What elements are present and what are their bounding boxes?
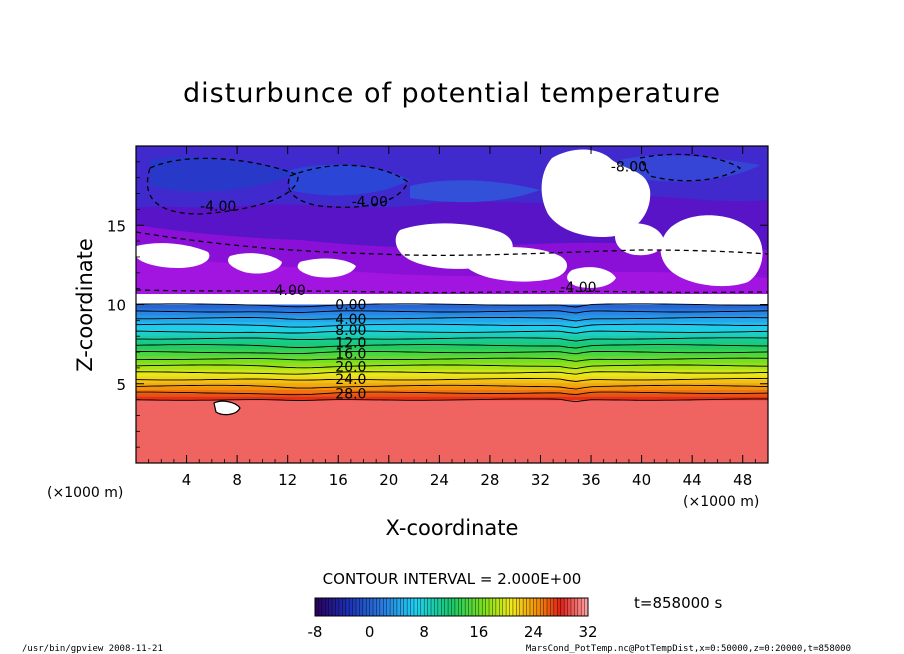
band-strip — [136, 324, 768, 329]
contour-line — [136, 350, 768, 355]
contour-label: -4.00 — [352, 194, 388, 210]
x-axis: 4 8 12 16 20 24 28 32 36 40 44 48 — [148, 146, 756, 489]
colorbar-tick-label: 16 — [469, 623, 488, 641]
y-tick-label: 5 — [116, 376, 126, 394]
contour-line — [136, 378, 768, 382]
x-tick-label: 4 — [182, 471, 192, 489]
negative-contours — [136, 153, 768, 294]
band-strip — [136, 386, 768, 391]
contour-label: 4.00 — [335, 312, 366, 328]
y-tick-label: 10 — [107, 297, 126, 315]
band-strip — [136, 341, 768, 346]
band-strip — [136, 314, 768, 319]
contour-label: 16.0 — [335, 347, 366, 363]
colorbar: -8 0 8 16 24 32 — [308, 597, 598, 641]
contour-label: -8.00 — [611, 160, 647, 176]
x-tick-label: 44 — [683, 471, 702, 489]
x-tick-label: 8 — [232, 471, 242, 489]
band-strip — [136, 307, 768, 312]
contour-line — [136, 337, 768, 342]
contour-line — [136, 371, 768, 375]
band-strip — [136, 365, 768, 370]
x-tick-label: 32 — [531, 471, 550, 489]
band-strip — [136, 355, 768, 360]
colorbar-ticks: -8 0 8 16 24 32 — [308, 623, 598, 641]
temperature-bands — [136, 304, 768, 463]
band-strip — [136, 382, 768, 387]
contour-line — [136, 323, 768, 328]
band-strip — [136, 389, 768, 394]
contour-label: 20.0 — [335, 359, 366, 375]
band-strip — [136, 348, 768, 353]
contour-label: 0.00 — [335, 298, 366, 314]
band-strip — [136, 304, 768, 309]
band-strip — [136, 331, 768, 336]
contour-label: 8.00 — [335, 323, 366, 339]
band-strip — [136, 396, 768, 401]
band-strip — [136, 345, 768, 350]
colorbar-tick-label: 24 — [524, 623, 543, 641]
x-tick-label: 12 — [278, 471, 297, 489]
y-axis-title: Z-coordinate — [73, 238, 97, 372]
x-tick-label: 16 — [329, 471, 348, 489]
contour-line — [136, 391, 768, 396]
x-unit-left: (×1000 m) — [47, 485, 123, 501]
band-strip — [136, 379, 768, 384]
colorbar-tick-label: 0 — [365, 623, 375, 641]
contour-line — [136, 303, 768, 308]
contour-line — [136, 384, 768, 390]
band-strip — [136, 328, 768, 333]
band-strip — [136, 372, 768, 377]
band-strip — [136, 352, 768, 357]
contour-line — [136, 344, 768, 349]
contour-lines — [136, 303, 768, 403]
y-tick-label: 15 — [107, 217, 126, 235]
contour-line — [136, 398, 768, 403]
x-tick-label: 48 — [733, 471, 752, 489]
x-tick-label: 40 — [632, 471, 651, 489]
band-strip — [136, 321, 768, 326]
x-unit-right: (×1000 m) — [683, 494, 759, 510]
contour-interval-text: CONTOUR INTERVAL = 2.000E+00 — [323, 570, 582, 588]
contour-label: 12.0 — [335, 336, 366, 352]
masked-region-patches — [136, 149, 763, 416]
contour-line — [136, 310, 768, 314]
contour-line — [136, 330, 768, 334]
contour-line — [136, 316, 768, 322]
band-strip — [136, 338, 768, 343]
contour-label: 24.0 — [335, 372, 366, 388]
y-axis: 5 10 15 — [107, 161, 768, 448]
band-strip — [136, 335, 768, 340]
x-tick-label: 36 — [581, 471, 600, 489]
footer-right: MarsCond_PotTemp.nc@PotTempDist,x=0:5000… — [526, 644, 851, 654]
colorbar-tick-label: 32 — [578, 623, 597, 641]
x-tick-label: 20 — [379, 471, 398, 489]
contour-label: -4.00 — [270, 283, 306, 299]
band-strip — [136, 369, 768, 374]
time-text: t=858000 s — [634, 594, 722, 612]
colorbar-tick-label: -8 — [308, 623, 323, 641]
band-strip — [136, 358, 768, 363]
bottom-layer — [136, 399, 768, 463]
colorbar-tick-label: 8 — [419, 623, 429, 641]
contour-label: 28.0 — [335, 386, 366, 402]
x-tick-label: 24 — [430, 471, 449, 489]
band-strip — [136, 392, 768, 397]
footer-left: /usr/bin/gpview 2008-11-21 — [22, 644, 163, 654]
contour-label: -4.00 — [560, 280, 596, 296]
colorbar-divisions — [314, 598, 589, 616]
contour-line — [136, 364, 768, 370]
x-axis-title: X-coordinate — [386, 516, 519, 540]
x-tick-label: 28 — [480, 471, 499, 489]
band-strip — [136, 311, 768, 316]
chart-title: disturbunce of potential temperature — [183, 78, 721, 109]
band-strip — [136, 362, 768, 367]
band-strip — [136, 375, 768, 380]
contour-line — [136, 357, 768, 362]
band-strip — [136, 318, 768, 323]
contour-label: -4.00 — [200, 199, 236, 215]
